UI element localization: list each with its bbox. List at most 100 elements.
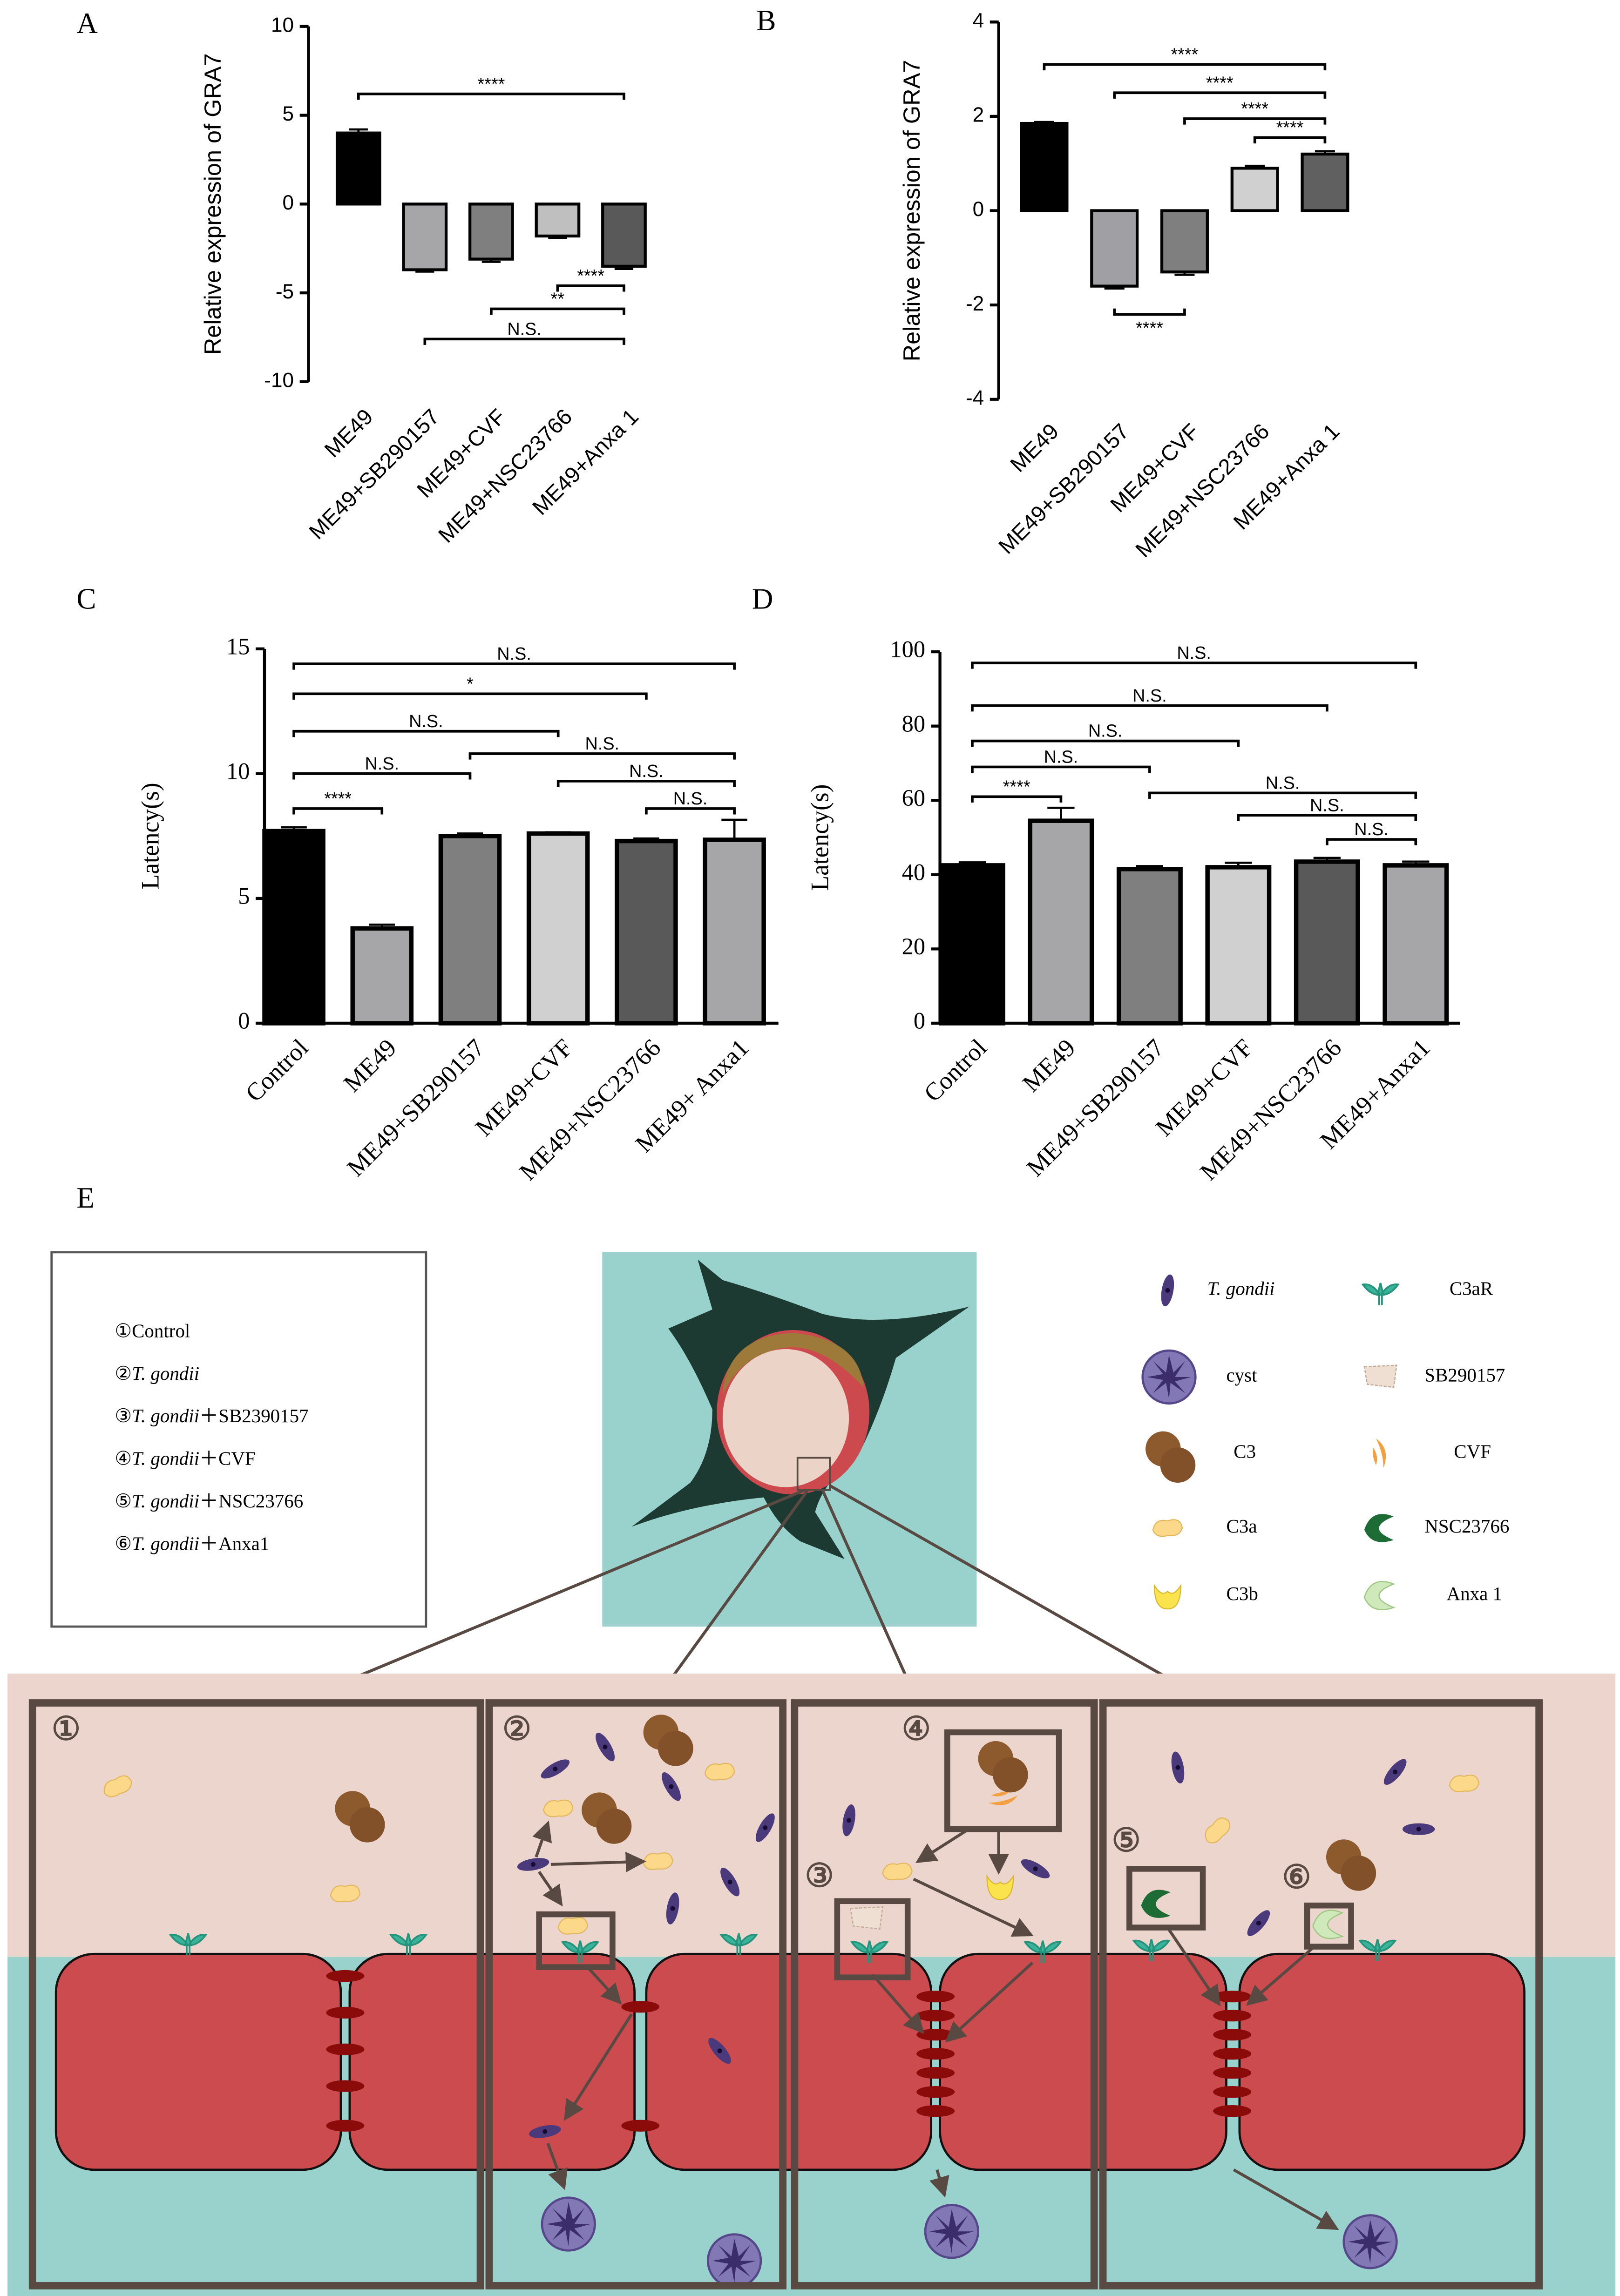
brain-side: [7, 1673, 1616, 1957]
y-tick-label: 0: [238, 1008, 250, 1034]
inset-box: [1126, 1866, 1206, 1931]
bar: [1090, 209, 1139, 288]
bar: [615, 838, 678, 1026]
sb290157: [849, 1906, 883, 1930]
bracket-line: [1253, 136, 1327, 144]
error-bar: [457, 832, 483, 836]
panel-label: C: [76, 582, 96, 615]
zoom-line: [652, 1489, 809, 1704]
bar: [1116, 867, 1183, 1026]
significance-bracket: N.S.: [292, 712, 560, 737]
junction: [916, 2105, 955, 2117]
bar: [601, 203, 647, 268]
key-icon: [1143, 1351, 1196, 1404]
bar: [350, 926, 414, 1026]
bar: [468, 203, 514, 261]
inset-box: [944, 1729, 1062, 1832]
y-tick-label: 0: [973, 198, 984, 221]
legend-species: T. gondii: [132, 1363, 199, 1384]
significance-bracket: N.S.: [468, 734, 736, 760]
significance-bracket: ****: [556, 266, 625, 292]
legend-item: ⑥T. gondii＋Anxa1: [115, 1533, 269, 1554]
key-labels: T. gondii cyst C3 C3a C3b C3aR SB290157 …: [1207, 1277, 1510, 1604]
bracket-line: [1325, 838, 1417, 845]
significance-bracket: N.S.: [292, 644, 736, 670]
chart: A Relative expression of GRA7 -10 -5 0 5 10 ME4…: [76, 7, 647, 547]
significance-label: ****: [1206, 73, 1234, 93]
arrow: [1246, 1945, 1315, 2006]
significance-bracket: ****: [1043, 45, 1327, 71]
bracket-line: [556, 780, 736, 787]
junction: [621, 2001, 660, 2013]
y-tick-label: 5: [283, 102, 294, 125]
significance-bracket: **: [490, 290, 625, 315]
significance-label: ****: [1276, 118, 1304, 138]
x-tick-label: ME49+SB290157: [994, 419, 1134, 559]
junction: [1213, 2086, 1252, 2098]
zoom-box: [796, 1457, 831, 1491]
arrow: [1166, 1926, 1221, 2006]
legend-marker: ⑤: [115, 1491, 132, 1512]
bar: [1028, 818, 1094, 1026]
bar: [262, 829, 325, 1026]
key-icons: [1143, 1273, 1399, 1610]
error-bar: [1315, 150, 1335, 154]
endothelial-cell: [939, 1952, 1227, 2171]
significance-label: N.S.: [507, 319, 542, 339]
legend-text: ＋Anxa1: [199, 1533, 269, 1554]
arrow: [915, 1829, 968, 1863]
vessel-lumen: [722, 1349, 849, 1487]
significance-bracket: N.S.: [423, 319, 625, 345]
legend-marker: ④: [115, 1448, 132, 1469]
significance-bracket: N.S.: [645, 789, 736, 815]
arrow: [538, 1871, 563, 1907]
significance-label: ****: [1171, 45, 1199, 65]
legend-text: ＋CVF: [199, 1448, 256, 1469]
significance-bracket: N.S.: [971, 686, 1329, 712]
arrow: [929, 2169, 949, 2198]
arrow: [945, 1961, 1034, 2043]
x-tick-label: ME49: [1017, 1033, 1081, 1097]
y-tick-label: 5: [238, 883, 250, 909]
bar: [1294, 859, 1360, 1026]
junction: [1213, 2067, 1252, 2079]
panel-label: A: [76, 7, 98, 40]
significance-bracket: N.S.: [556, 762, 736, 787]
significance-label: N.S.: [1044, 748, 1078, 767]
significance-bracket: N.S.: [971, 748, 1151, 773]
c3a: [643, 1852, 673, 1871]
significance-label: N.S.: [1354, 820, 1389, 839]
key-icon: [1362, 1282, 1399, 1306]
key-label: T. gondii: [1207, 1277, 1275, 1299]
key-label: C3b: [1227, 1583, 1258, 1604]
junction: [326, 2120, 365, 2132]
y-tick-label: -2: [966, 292, 984, 315]
error-bar: [614, 266, 634, 270]
y-axis-label: Latency(s): [136, 783, 164, 889]
legend-item: ①Control: [115, 1320, 190, 1342]
bracket-line: [1043, 63, 1327, 71]
legend-marker: ①: [115, 1320, 132, 1342]
legend-marker: ②: [115, 1363, 132, 1384]
y-tick-label: 15: [226, 633, 250, 659]
key-icon: [1363, 1580, 1395, 1610]
junction: [326, 1970, 365, 1982]
legend-marker: ③: [115, 1405, 132, 1427]
inset-box: [1304, 1902, 1354, 1950]
bracket-line: [971, 765, 1151, 773]
bracket-line: [1113, 308, 1186, 316]
error-bar: [633, 837, 659, 841]
junction: [326, 2043, 365, 2055]
junction: [916, 1991, 955, 2003]
significance-label: N.S.: [1310, 796, 1344, 815]
key-label: SB290157: [1424, 1364, 1505, 1385]
c3a: [882, 1863, 913, 1881]
error-bar: [481, 259, 501, 263]
frame-label: ①: [52, 1711, 81, 1747]
legend-text: Control: [132, 1320, 190, 1342]
arrow: [546, 2142, 568, 2190]
legend-item: ⑤T. gondii＋NSC23766: [115, 1491, 303, 1512]
frame-label: ③: [805, 1858, 834, 1894]
